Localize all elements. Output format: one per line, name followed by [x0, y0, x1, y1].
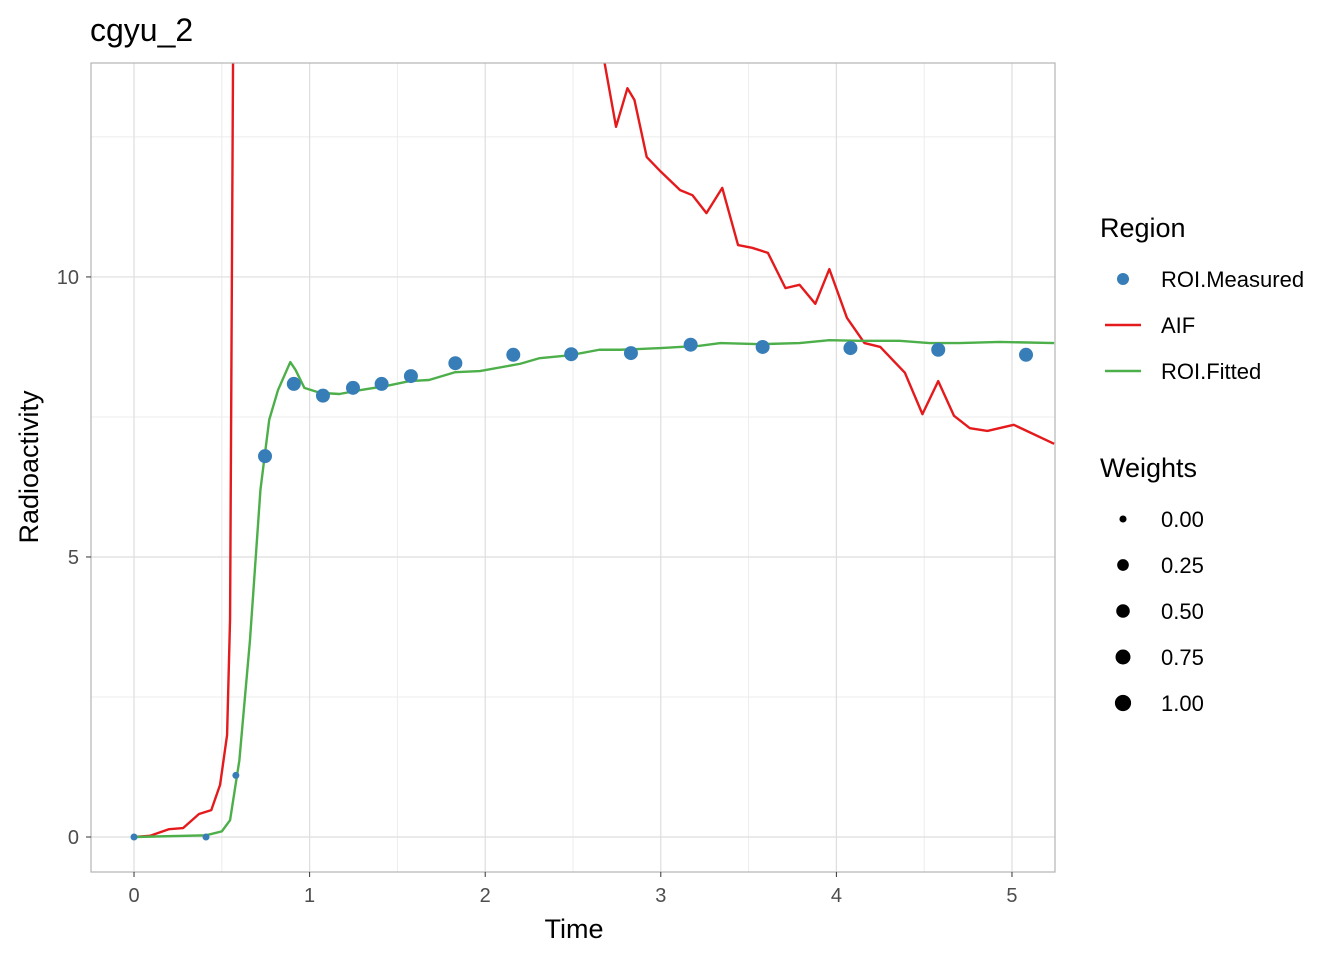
- x-tick-label: 4: [831, 885, 842, 907]
- roi-measured-point: [374, 376, 389, 391]
- roi-measured-point: [202, 833, 210, 841]
- legend-weight-key: [1115, 649, 1131, 665]
- roi-measured-point: [623, 346, 638, 361]
- legend-point-key: [1117, 273, 1129, 285]
- legend-weight-key: [1116, 604, 1130, 618]
- legend-region-title: Region: [1100, 213, 1186, 243]
- x-tick-label: 3: [655, 885, 666, 907]
- legend-weight-label: 0.25: [1161, 553, 1204, 578]
- legend-weights-title: Weights: [1100, 453, 1197, 483]
- aif-line: [133, 63, 1055, 839]
- roi-measured-point: [506, 347, 521, 362]
- legend-weight-label: 1.00: [1161, 691, 1204, 716]
- roi-fitted-line: [133, 339, 1055, 839]
- roi-measured-point: [448, 356, 463, 371]
- roi-measured-point: [130, 833, 138, 841]
- x-axis-label: Time: [545, 914, 604, 944]
- roi-measured-point: [286, 376, 301, 391]
- roi-measured-point: [1019, 347, 1034, 362]
- x-tick-label: 1: [304, 885, 315, 907]
- roi-measured-point: [403, 369, 418, 384]
- roi-measured-point: [315, 388, 330, 403]
- panel-border: [90, 62, 1056, 873]
- roi-measured-point: [683, 337, 698, 352]
- legend-weight-key: [1114, 694, 1132, 712]
- x-tick-label: 0: [128, 885, 139, 907]
- y-axis-label: Radioactivity: [14, 390, 44, 544]
- x-tick-label: 2: [480, 885, 491, 907]
- legend-region-label: AIF: [1161, 313, 1195, 338]
- roi-measured-point: [755, 339, 770, 354]
- legend-weight-key: [1119, 515, 1127, 523]
- y-tick-label: 10: [57, 267, 79, 289]
- legend-region-label: ROI.Fitted: [1161, 359, 1261, 384]
- legend-region-label: ROI.Measured: [1161, 267, 1304, 292]
- roi-measured-point: [232, 771, 240, 779]
- y-tick-label: 0: [68, 827, 79, 849]
- y-tick-label: 5: [68, 547, 79, 569]
- chart-title: cgyu_2: [90, 12, 193, 48]
- x-tick-label: 5: [1006, 885, 1017, 907]
- roi-measured-point: [931, 342, 946, 357]
- legend-weight-key: [1117, 559, 1129, 571]
- roi-measured-point: [564, 347, 579, 362]
- roi-measured-point: [843, 341, 858, 356]
- legend-weight-label: 0.75: [1161, 645, 1204, 670]
- legend-weight-label: 0.00: [1161, 507, 1204, 532]
- legend-weight-label: 0.50: [1161, 599, 1204, 624]
- legend: Region Weights ROI.Measured AIF ROI.Fitted…: [1100, 213, 1304, 716]
- roi-measured-point: [345, 380, 360, 395]
- roi-measured-point: [258, 449, 273, 464]
